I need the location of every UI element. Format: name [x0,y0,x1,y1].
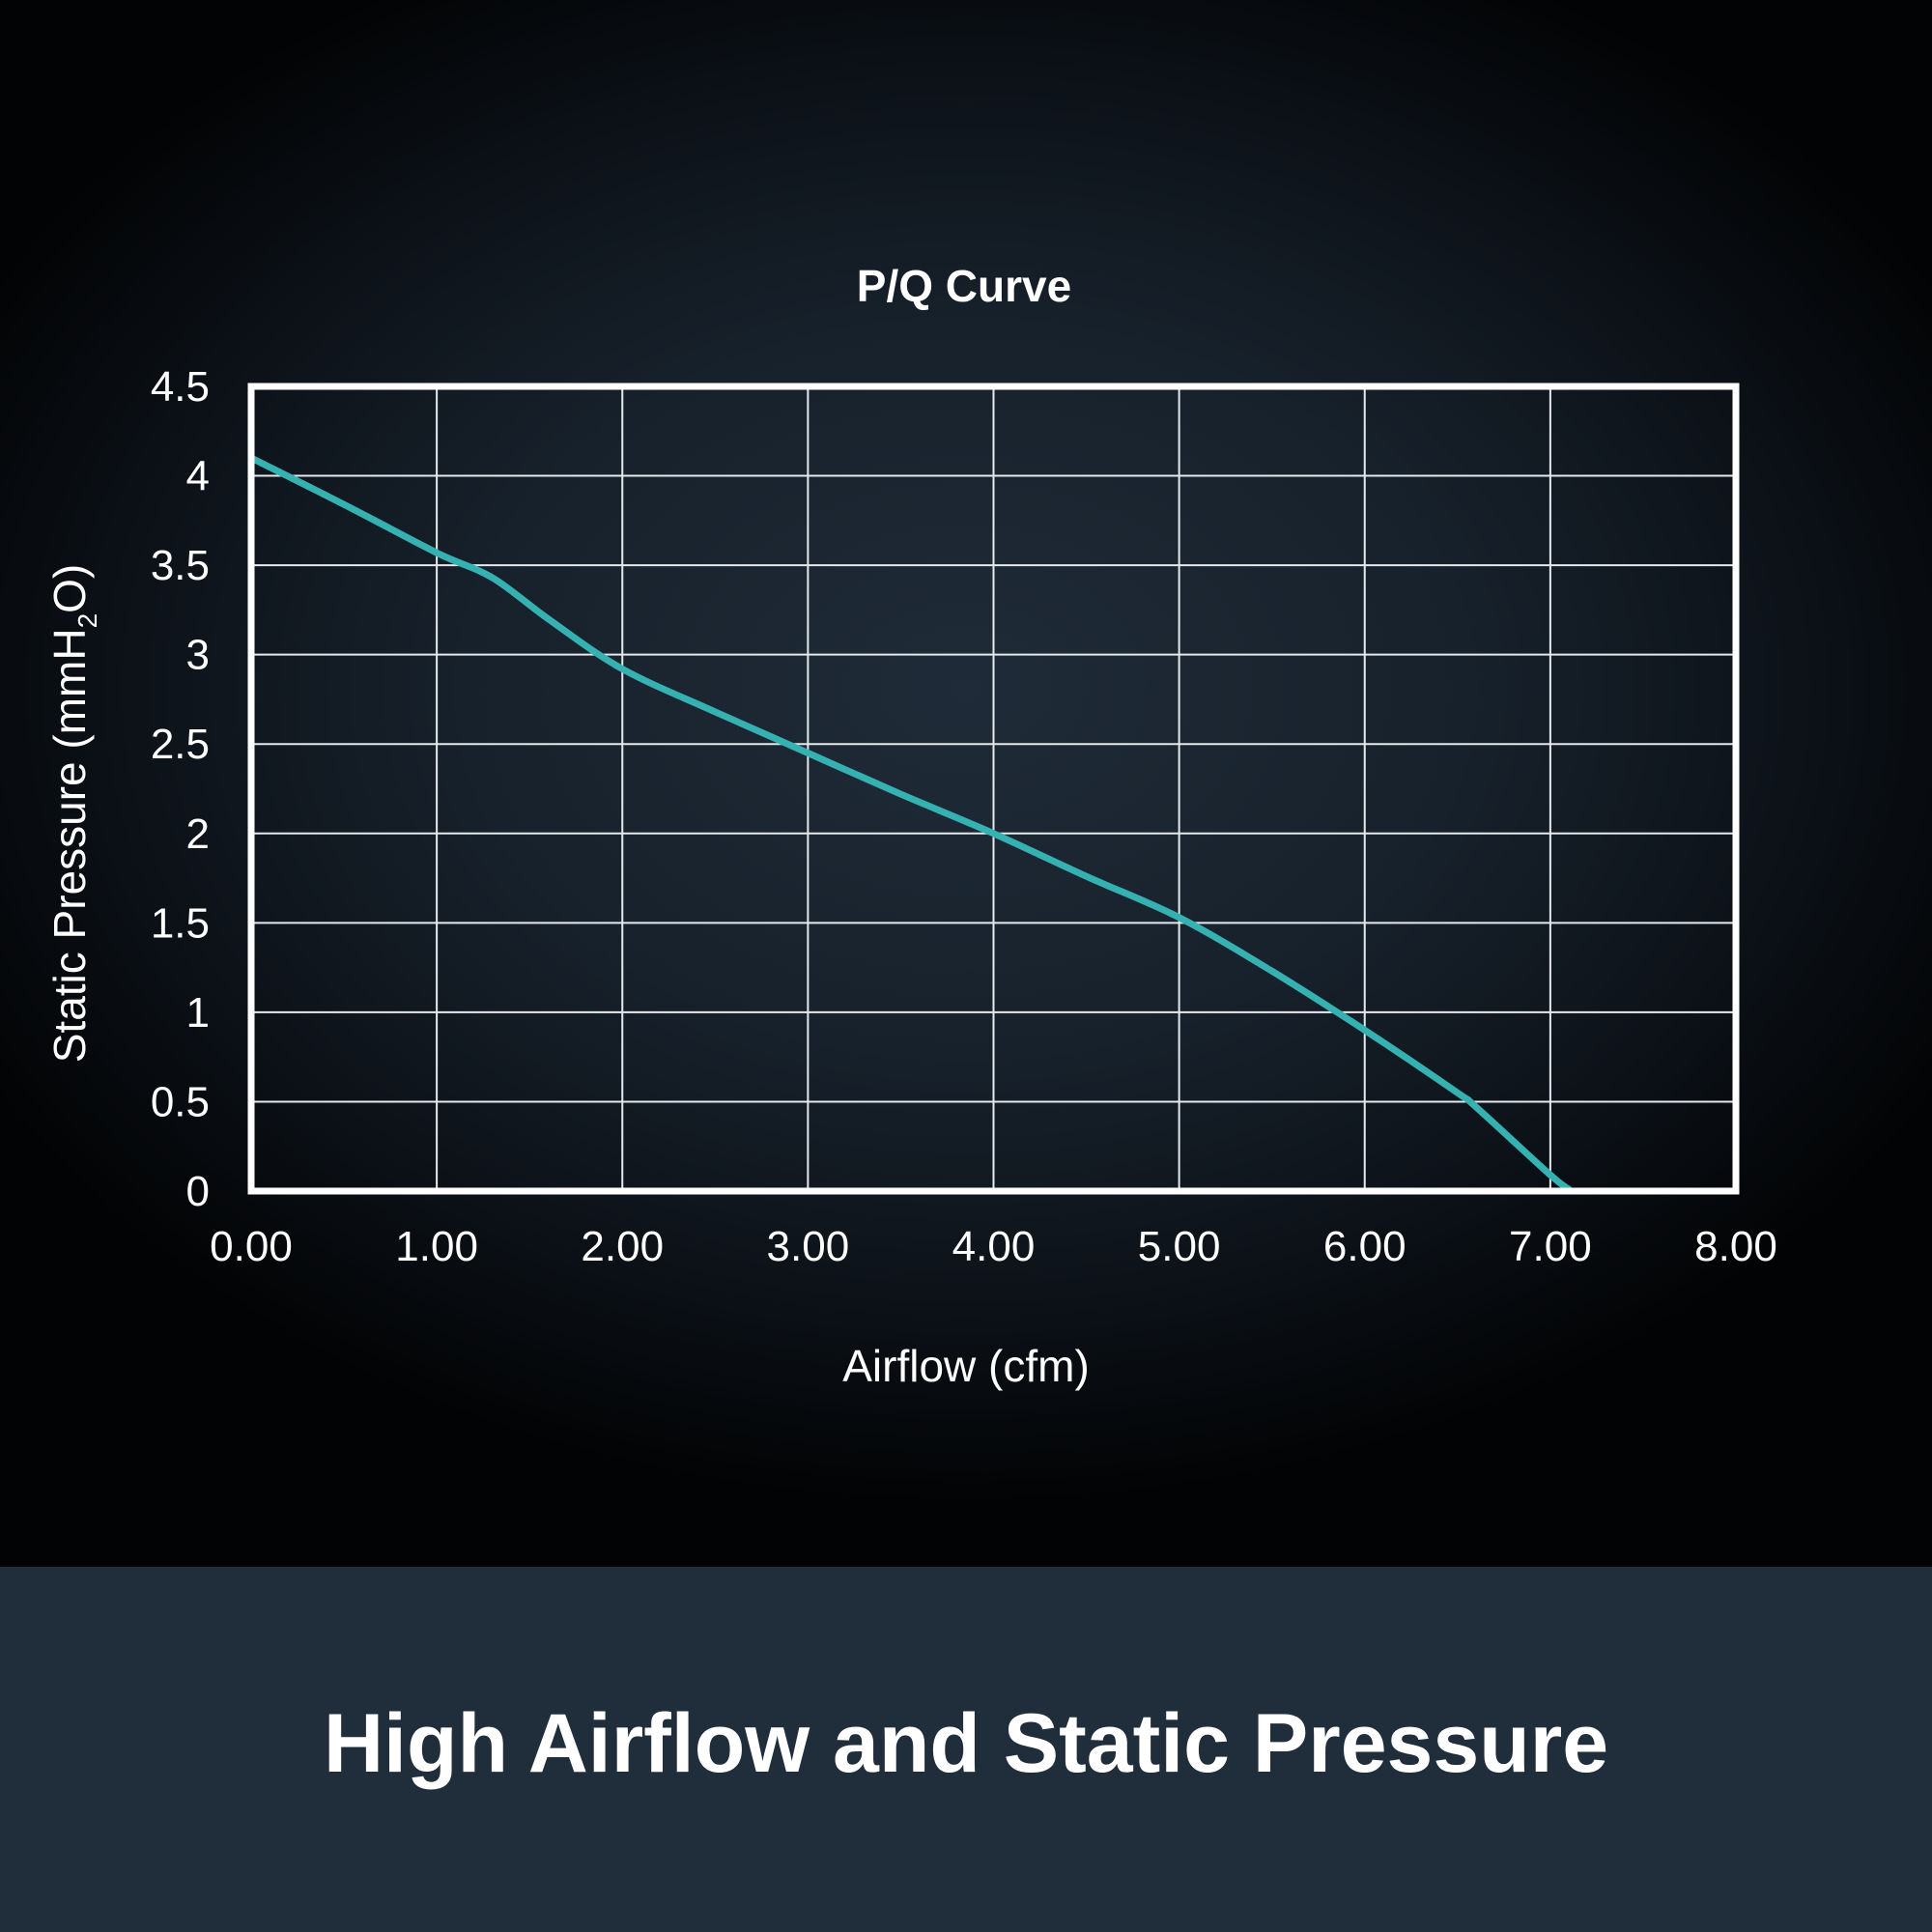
chart-panel: P/Q Curve 0 0.5 1 1.5 2 2.5 3 3.5 4 4.5 0.00 1.00 2… [0,0,1932,1567]
y-tick-label: 3 [186,632,210,679]
pq-curve-chart: P/Q Curve 0 0.5 1 1.5 2 2.5 3 3.5 4 4.5 0.00 1.00 2… [44,261,1777,1391]
x-tick-label: 8.00 [1694,1223,1777,1270]
x-axis-label: Airflow (cfm) [842,1341,1090,1391]
y-tick-label: 4.5 [151,363,210,411]
y-tick-labels: 0 0.5 1 1.5 2 2.5 3 3.5 4 4.5 [151,363,210,1215]
y-tick-label: 0 [186,1168,210,1215]
y-tick-label: 2 [186,810,210,858]
plot-frame [247,383,1740,1195]
x-tick-labels: 0.00 1.00 2.00 3.00 4.00 5.00 6.00 7.00 8.00 [210,1223,1777,1270]
caption-text: High Airflow and Static Pressure [323,1696,1609,1790]
grid-lines [251,386,1736,1191]
x-tick-label: 4.00 [952,1223,1036,1270]
y-tick-label: 1 [186,989,210,1037]
x-tick-label: 0.00 [210,1223,293,1270]
series-lines [247,454,1573,1193]
x-tick-label: 7.00 [1509,1223,1592,1270]
y-tick-label: 4 [186,453,210,500]
x-tick-label: 6.00 [1323,1223,1406,1270]
x-tick-label: 2.00 [581,1223,664,1270]
y-axis-label-prefix: Static Pressure (mmH [44,628,95,1063]
y-tick-label: 3.5 [151,542,210,589]
y-tick-label: 0.5 [151,1078,210,1125]
y-axis-label-suffix: O) [44,564,95,613]
y-axis-label-subscript: 2 [72,613,102,629]
caption-band: High Airflow and Static Pressure [0,1567,1932,1932]
x-tick-label: 3.00 [767,1223,850,1270]
y-tick-label: 2.5 [151,721,210,768]
pq-curve-line [247,454,1573,1193]
x-tick-label: 1.00 [395,1223,478,1270]
y-tick-label: 1.5 [151,899,210,947]
x-tick-label: 5.00 [1138,1223,1221,1270]
chart-title: P/Q Curve [857,261,1071,311]
y-axis-label: Static Pressure (mmH2O) [44,564,102,1064]
